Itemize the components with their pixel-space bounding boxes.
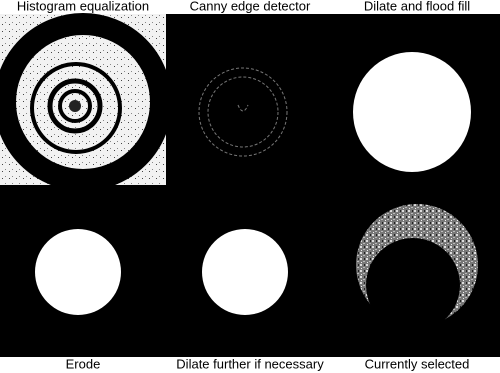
panel-label: Dilate further if necessary bbox=[176, 356, 324, 371]
panel-label: Dilate and flood fill bbox=[364, 0, 470, 13]
panel-erode bbox=[35, 229, 121, 315]
panel-canny bbox=[198, 67, 288, 157]
panel-selected bbox=[356, 204, 478, 332]
panel-label: Canny edge detector bbox=[190, 0, 311, 13]
panel-dilate bbox=[202, 229, 288, 315]
panel-label: Histogram equalization bbox=[17, 0, 149, 13]
panel-histogram bbox=[0, 13, 172, 191]
panel-label: Currently selected bbox=[365, 356, 470, 371]
panel-label: Erode bbox=[66, 356, 101, 371]
panel-flood-fill bbox=[353, 52, 471, 172]
